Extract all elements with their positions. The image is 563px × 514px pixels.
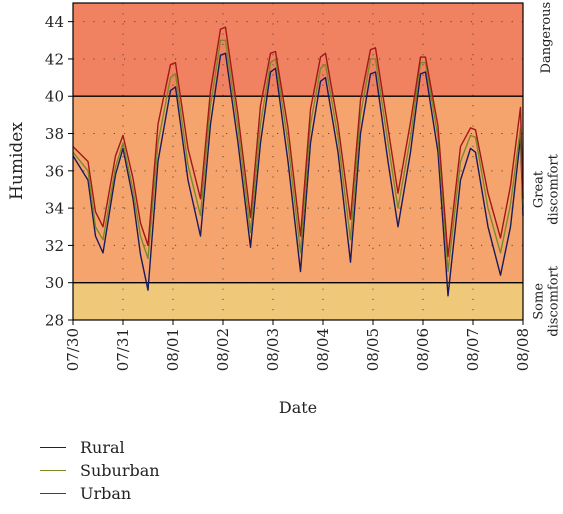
zone-label-2: Some discomfort [532,265,562,336]
y-tick-label: 40 [45,88,64,106]
x-tick-label: 08/02 [214,328,232,371]
y-tick-label: 36 [45,162,64,180]
x-tick-label: 08/03 [264,328,282,371]
legend-swatch-rural [40,447,66,448]
x-tick-label: 08/01 [164,328,182,371]
x-tick-label: 08/08 [514,328,532,371]
zone-band-2 [73,282,523,320]
x-tick-label: 08/04 [314,328,332,371]
legend-swatch-suburban [40,470,66,471]
axes: 28 30 32 34 36 38 40 42 44 07/30 07/31 08/01 08/02 08… [45,2,532,371]
legend-label-suburban: Suburban [80,461,160,480]
series-lines [72,26,524,297]
zone-label-2-line: Some [532,283,547,320]
x-tick-label: 08/06 [414,328,432,371]
legend-item-urban: Urban [40,482,240,505]
zone-label-0: Dangerous [539,2,554,74]
zone-label-1-line: discomfort [547,153,562,224]
zone-label-2-line: discomfort [547,265,562,336]
zone-label-1-line: Great [532,170,547,208]
x-tick-label: 07/30 [64,328,82,371]
zone-band-0 [73,3,523,97]
x-axis-label: Date [279,398,317,417]
series-line-urban [72,26,524,258]
zone-label-1: Great discomfort [532,153,562,224]
y-tick-label: 42 [45,50,64,68]
legend-label-urban: Urban [80,484,132,503]
zone-label-0-line: Dangerous [539,2,554,74]
comfort-zones [73,3,523,320]
y-tick-label: 38 [45,125,64,143]
legend-swatch-urban [40,493,66,494]
y-tick-label: 30 [45,274,64,292]
y-tick-label: 34 [45,200,64,218]
legend: Rural Suburban Urban [40,436,240,505]
y-axis-label: Humidex [7,122,27,200]
plot-frame [72,2,524,321]
y-tick-label: 44 [45,13,64,31]
legend-item-rural: Rural [40,436,240,459]
legend-item-suburban: Suburban [40,459,240,482]
y-tick-label: 32 [45,237,64,255]
x-tick-label: 08/05 [364,328,382,371]
legend-label-rural: Rural [80,438,125,457]
series-line-rural [72,52,524,297]
x-tick-label: 07/31 [114,328,132,371]
x-tick-label: 08/07 [464,328,482,371]
series-line-suburban [72,39,524,273]
y-tick-label: 28 [45,312,64,330]
